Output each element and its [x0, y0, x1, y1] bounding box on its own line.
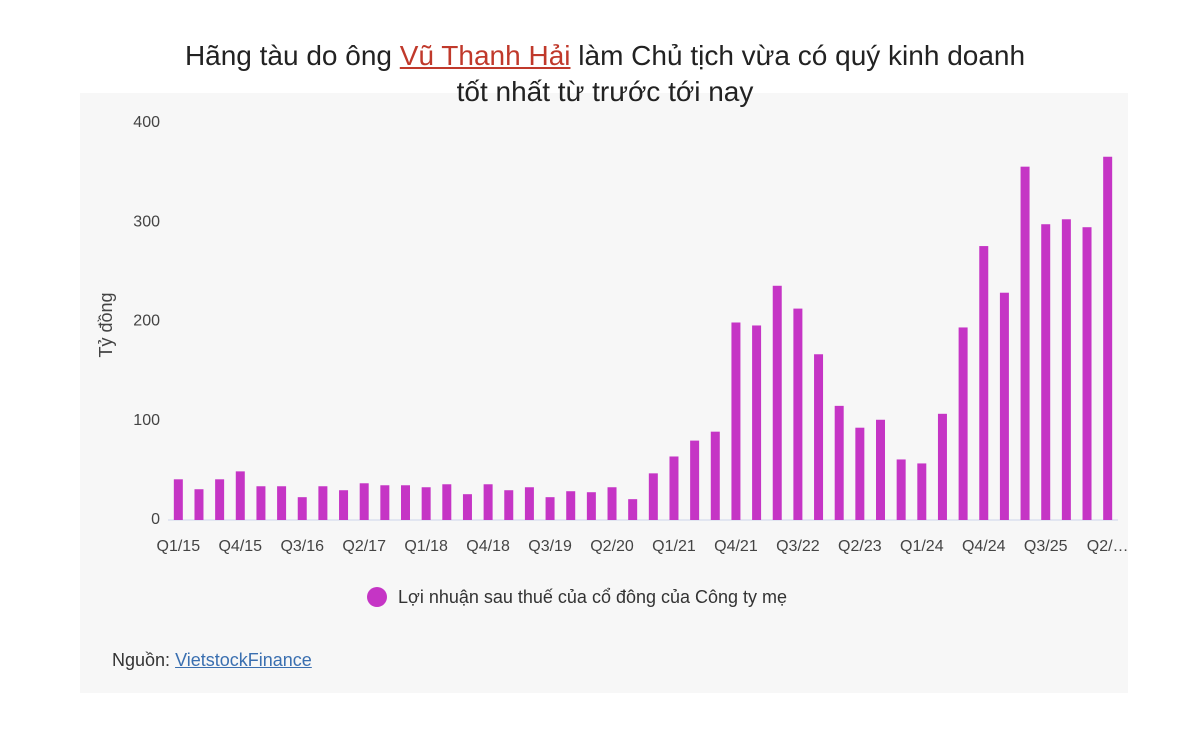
source-link[interactable]: VietstockFinance	[175, 650, 312, 670]
bar	[401, 485, 410, 520]
legend-label: Lợi nhuận sau thuế của cổ đông của Công …	[398, 587, 787, 607]
bar	[1103, 156, 1113, 520]
y-axis-label: Tỷ đồng	[96, 292, 116, 357]
bar	[979, 246, 989, 520]
bar	[173, 479, 183, 520]
chart-panel	[80, 93, 1128, 693]
bar	[566, 491, 576, 520]
bar	[215, 479, 225, 520]
x-tick-label: Q1/15	[157, 538, 201, 555]
x-tick-label: Q1/24	[900, 538, 944, 555]
title-text: Hãng tàu do ông	[184, 40, 400, 71]
title-text: làm Chủ tịch vừa có quý kinh doanh tốt n…	[456, 40, 1026, 107]
source-label: Nguồn:	[112, 650, 171, 670]
y-tick-label: 200	[133, 313, 160, 330]
bar	[586, 492, 596, 520]
x-tick-label: Q2/17	[342, 538, 386, 555]
source: Nguồn: VietstockFinance	[112, 650, 312, 671]
bar	[318, 486, 328, 520]
x-tick-label: Q3/25	[1024, 538, 1068, 555]
bar	[669, 456, 679, 520]
bar	[1061, 219, 1071, 520]
bar	[235, 471, 245, 520]
bar	[958, 327, 968, 520]
y-tick-label: 100	[133, 412, 160, 429]
bar	[999, 292, 1009, 520]
bar	[772, 285, 782, 520]
bar	[545, 497, 555, 520]
bar	[690, 440, 700, 520]
y-tick-label: 0	[151, 511, 160, 528]
bar	[194, 489, 204, 520]
bar	[1041, 224, 1051, 521]
x-tick-label: Q3/22	[776, 538, 820, 555]
x-tick-label: Q3/19	[528, 538, 572, 555]
bar	[648, 473, 658, 520]
y-tick-label: 400	[133, 114, 160, 131]
x-tick-label: Q1/18	[404, 538, 448, 555]
y-tick-label: 300	[133, 213, 160, 230]
bar	[421, 487, 431, 520]
x-tick-label: Q1/21	[652, 538, 696, 555]
bar	[483, 484, 493, 520]
bar	[256, 486, 266, 520]
x-tick-label: Q4/24	[962, 538, 1006, 555]
bar	[462, 494, 472, 520]
x-tick-label: Q3/16	[280, 538, 324, 555]
x-tick-label: Q2/23	[838, 538, 882, 555]
bar	[504, 490, 514, 520]
x-tick-label: Q2/20	[590, 538, 634, 555]
legend-marker	[367, 587, 387, 607]
bar	[834, 405, 844, 520]
bar	[710, 431, 720, 520]
bar	[628, 499, 638, 520]
x-tick-label: Q4/18	[466, 538, 510, 555]
bar	[876, 419, 885, 520]
bar	[380, 485, 390, 520]
bar	[1082, 227, 1092, 520]
chart-title: Hãng tàu do ông Vũ Thanh Hải làm Chủ tịc…	[170, 38, 1040, 110]
title-link[interactable]: Vũ Thanh Hải	[399, 40, 571, 71]
bar	[297, 497, 307, 520]
bar	[937, 413, 947, 520]
bar	[814, 354, 824, 520]
x-tick-label: Q4/15	[218, 538, 262, 555]
bar	[277, 486, 287, 520]
bar	[1020, 166, 1030, 521]
x-tick-label: Q2/…	[1087, 538, 1129, 555]
bar	[524, 487, 534, 520]
bar	[917, 463, 927, 520]
bar	[896, 459, 906, 520]
bar	[793, 308, 803, 520]
bar	[339, 490, 349, 520]
bar	[855, 427, 865, 520]
x-tick-label: Q4/21	[714, 538, 758, 555]
bar	[359, 483, 369, 520]
bar	[731, 322, 741, 520]
bar	[442, 484, 452, 520]
bar	[607, 487, 617, 520]
bar	[752, 325, 762, 520]
